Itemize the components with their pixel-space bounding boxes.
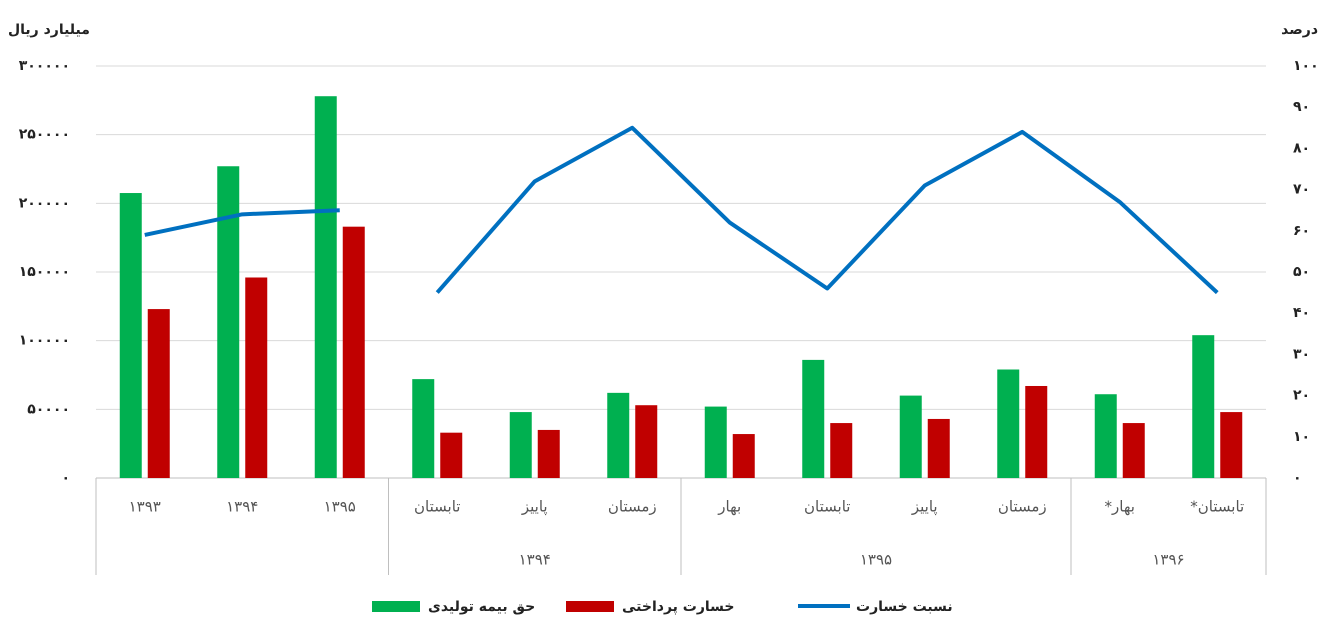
x-tick-label: پاییز <box>521 498 548 517</box>
y2-axis-title: درصد <box>1281 22 1318 38</box>
bar <box>217 166 239 478</box>
bar <box>120 193 142 478</box>
x-group-label: ۱۳۹۴ <box>519 551 551 569</box>
bar <box>1025 386 1047 478</box>
y-tick-label: ۲۵۰۰۰۰ <box>19 127 70 143</box>
x-tick-label: ۱۳۹۵ <box>324 498 356 516</box>
y2-tick-label: ۸۰ <box>1293 140 1310 156</box>
x-tick-label: بهار <box>717 498 741 516</box>
bar <box>1220 412 1242 478</box>
x-group-label: ۱۳۹۵ <box>860 551 892 569</box>
y2-tick-label: ۹۰ <box>1293 99 1310 115</box>
legend-label: حق بیمه تولیدی <box>428 599 535 615</box>
bar <box>928 419 950 478</box>
bar <box>510 412 532 478</box>
bar <box>245 277 267 478</box>
bar <box>1123 423 1145 478</box>
legend-swatch <box>372 601 420 612</box>
line <box>437 128 1217 293</box>
y-tick-label: ۲۰۰۰۰۰ <box>19 195 70 211</box>
y-tick-label: ۳۰۰۰۰۰ <box>19 58 70 74</box>
y-axis-title: میلیارد ریال <box>8 22 90 38</box>
bar <box>997 370 1019 478</box>
x-tick-label: تابستان <box>804 498 850 516</box>
bar <box>635 405 657 478</box>
legend-label: خسارت پرداختی <box>622 599 735 615</box>
y-tick-label: ۵۰۰۰۰ <box>27 401 70 417</box>
x-tick-label: *بهار <box>1105 498 1135 516</box>
legend-swatch <box>566 601 614 612</box>
x-tick-label: ۱۳۹۴ <box>226 498 258 516</box>
bar <box>440 433 462 478</box>
legend-label: نسبت خسارت <box>856 599 953 615</box>
y2-tick-label: ۴۰ <box>1293 305 1310 321</box>
bar <box>802 360 824 478</box>
y2-tick-label: ۷۰ <box>1293 182 1310 198</box>
x-tick-label: زمستان <box>998 498 1047 516</box>
x-tick-label: پاییز <box>911 498 938 517</box>
bar <box>607 393 629 478</box>
line <box>145 210 340 235</box>
bar <box>148 309 170 478</box>
bar <box>900 396 922 478</box>
y2-tick-label: ۵۰ <box>1293 264 1310 280</box>
y-tick-label: ۱۰۰۰۰۰ <box>19 333 70 349</box>
bar <box>412 379 434 478</box>
bar <box>1095 394 1117 478</box>
x-tick-label: زمستان <box>608 498 657 516</box>
y2-tick-label: ۶۰ <box>1293 223 1310 239</box>
bar <box>315 96 337 478</box>
bar <box>343 227 365 478</box>
x-tick-label: *تابستان <box>1190 498 1244 516</box>
bar <box>538 430 560 478</box>
x-group-label: ۱۳۹۶ <box>1152 551 1184 569</box>
y2-tick-label: ۳۰ <box>1293 346 1310 362</box>
bar <box>830 423 852 478</box>
x-tick-label: ۱۳۹۳ <box>129 498 161 516</box>
y2-tick-label: ۱۰۰ <box>1293 58 1319 74</box>
bar <box>733 434 755 478</box>
bar <box>705 407 727 478</box>
chart: میلیارد ریال درصد ۰ ۵۰۰۰۰ ۱۰۰۰۰۰ ۱۵۰۰۰۰ ۲۰۰۰… <box>0 0 1325 621</box>
bar <box>1192 335 1214 478</box>
y-tick-label: ۰ <box>61 470 70 486</box>
y-tick-label: ۱۵۰۰۰۰ <box>19 264 70 280</box>
y2-tick-label: ۱۰ <box>1293 429 1310 445</box>
x-tick-label: تابستان <box>414 498 460 516</box>
y2-tick-label: ۰ <box>1293 470 1302 486</box>
y2-tick-label: ۲۰ <box>1293 388 1310 404</box>
